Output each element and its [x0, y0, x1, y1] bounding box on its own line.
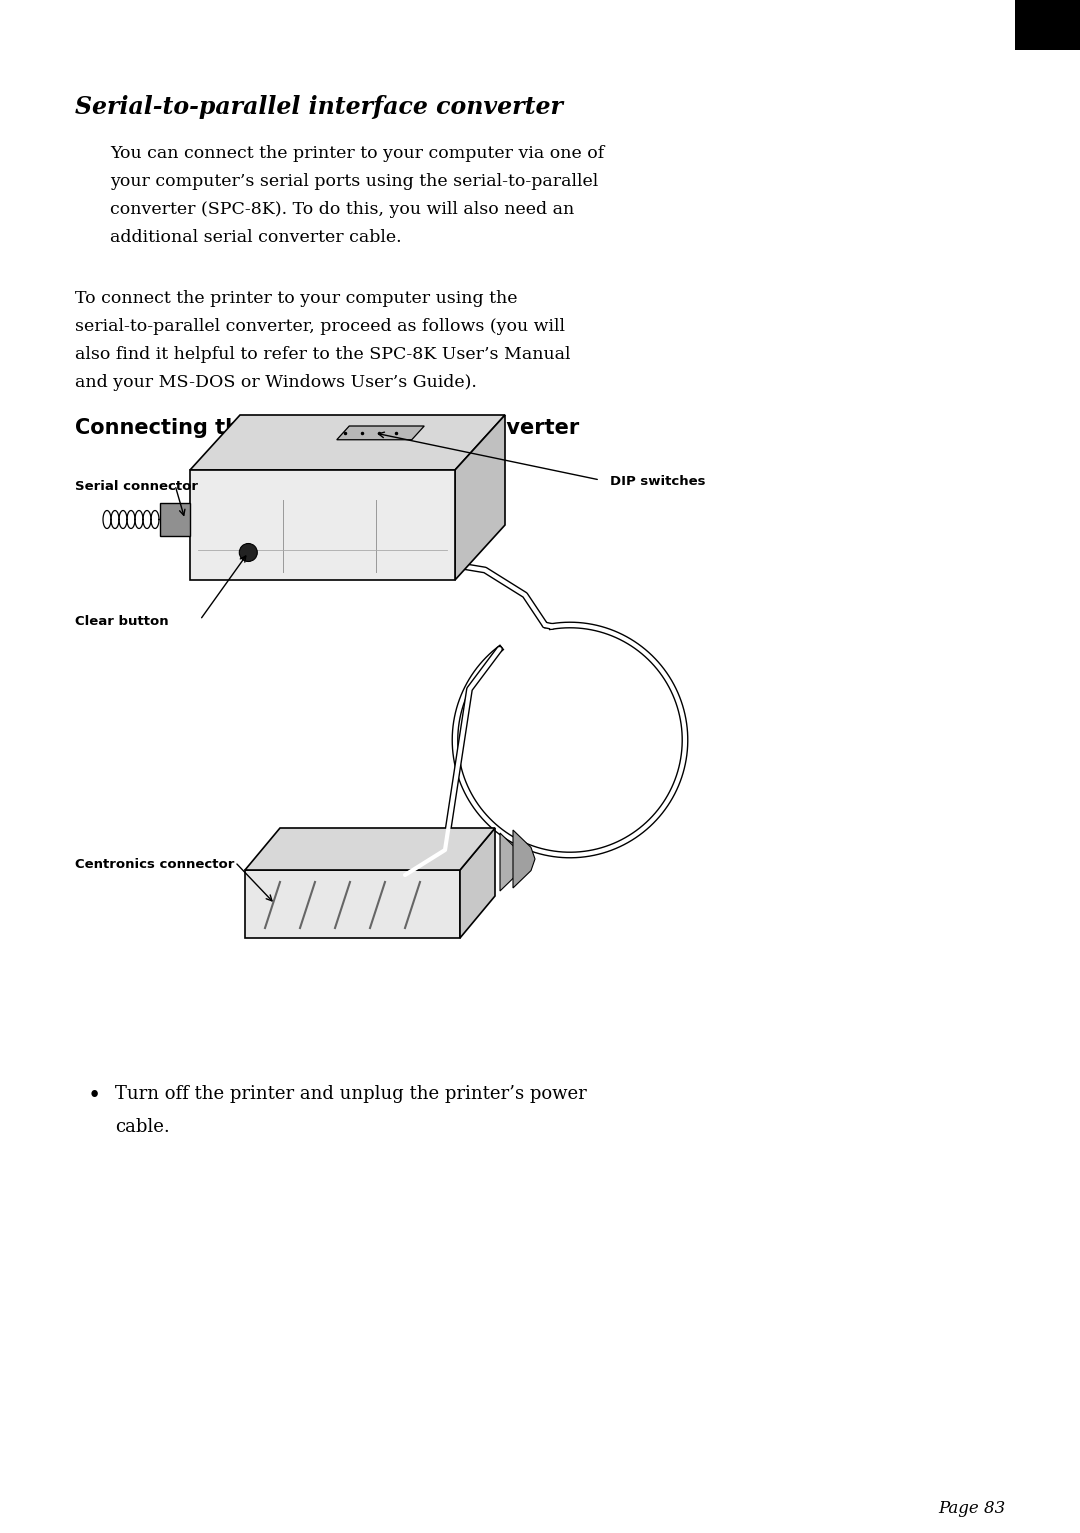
Text: Connecting the serial-to-parallel converter: Connecting the serial-to-parallel conver… [75, 419, 579, 438]
Text: your computer’s serial ports using the serial-to-parallel: your computer’s serial ports using the s… [110, 173, 598, 190]
Polygon shape [513, 829, 535, 888]
Text: DIP switches: DIP switches [610, 475, 705, 487]
Polygon shape [337, 426, 424, 440]
Polygon shape [190, 415, 505, 471]
Text: To connect the printer to your computer using the: To connect the printer to your computer … [75, 290, 517, 307]
Polygon shape [245, 871, 460, 938]
Polygon shape [500, 832, 522, 891]
Polygon shape [160, 503, 190, 537]
Text: Serial-to-parallel interface converter: Serial-to-parallel interface converter [75, 95, 563, 120]
Circle shape [240, 544, 257, 561]
Polygon shape [245, 828, 495, 871]
Polygon shape [190, 471, 455, 579]
Text: You can connect the printer to your computer via one of: You can connect the printer to your comp… [110, 146, 604, 162]
Text: Clear button: Clear button [75, 615, 168, 629]
Text: additional serial converter cable.: additional serial converter cable. [110, 228, 402, 245]
Text: cable.: cable. [114, 1118, 170, 1136]
Polygon shape [460, 828, 495, 938]
Text: converter (SPC-8K). To do this, you will also need an: converter (SPC-8K). To do this, you will… [110, 201, 575, 218]
Bar [1015, 0, 1080, 51]
Text: •: • [87, 1085, 102, 1107]
Text: Page 83: Page 83 [937, 1499, 1005, 1518]
Text: also find it helpful to refer to the SPC-8K User’s Manual: also find it helpful to refer to the SPC… [75, 346, 570, 363]
Text: Serial connector: Serial connector [75, 480, 198, 494]
Text: Turn off the printer and unplug the printer’s power: Turn off the printer and unplug the prin… [114, 1085, 586, 1104]
Text: serial-to-parallel converter, proceed as follows (you will: serial-to-parallel converter, proceed as… [75, 317, 565, 336]
Text: and your MS-DOS or Windows User’s Guide).: and your MS-DOS or Windows User’s Guide)… [75, 374, 477, 391]
Text: Centronics connector: Centronics connector [75, 858, 234, 871]
Polygon shape [455, 415, 505, 579]
